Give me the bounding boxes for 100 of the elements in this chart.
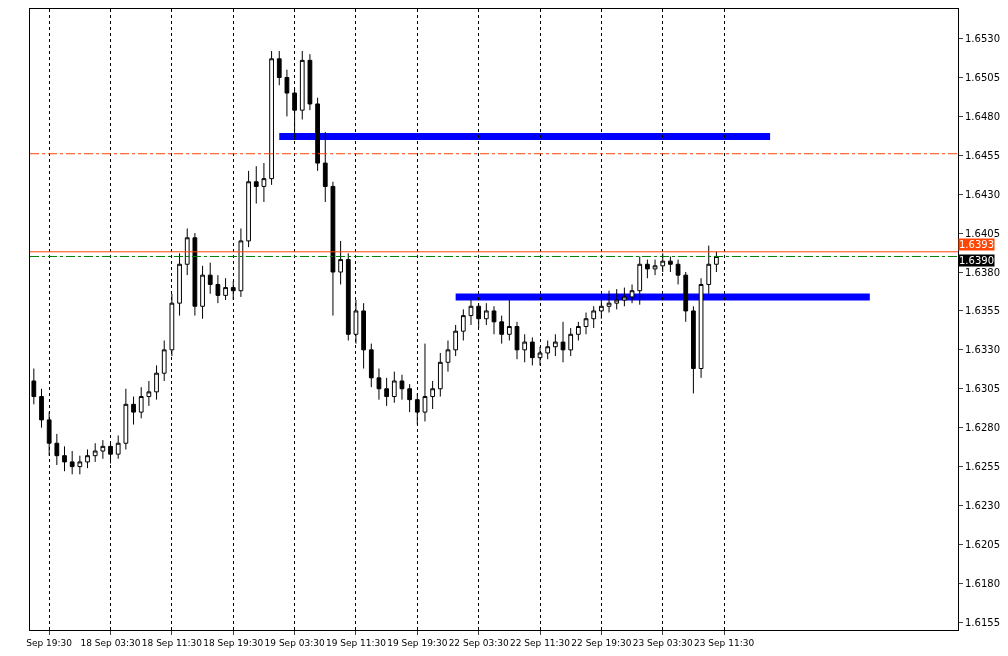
candlestick <box>529 336 535 366</box>
candlestick <box>276 50 282 86</box>
candlestick <box>407 383 413 413</box>
y-tick-label: 1.6180 <box>965 577 1000 589</box>
candlestick <box>629 283 635 304</box>
candlestick <box>506 299 512 342</box>
candlestick <box>583 312 589 335</box>
x-tick-label: 19 Sep 19:30 <box>387 637 448 648</box>
candlestick <box>253 165 259 205</box>
candlestick <box>184 227 190 276</box>
x-tick-label: 23 Sep 11:30 <box>694 637 755 648</box>
y-tick-label: 1.6355 <box>965 305 1000 317</box>
x-tick-label: 18 Sep 03:30 <box>80 637 141 648</box>
candlestick <box>591 305 597 329</box>
y-tick-label: 1.6430 <box>965 188 1000 200</box>
candlestick <box>123 388 129 450</box>
candlestick <box>645 259 650 279</box>
candlestick <box>315 97 320 172</box>
candlestick <box>115 434 121 460</box>
candlestick <box>161 340 167 382</box>
candlestick <box>238 227 244 298</box>
candlestick <box>200 265 205 320</box>
y-tick-label: 1.6480 <box>965 110 1000 122</box>
candlestick <box>338 240 343 285</box>
candlestick <box>177 252 182 317</box>
candlestick <box>652 259 658 276</box>
candlestick <box>606 290 612 313</box>
candlestick <box>138 386 144 419</box>
x-tick-label: 22 Sep 11:30 <box>509 637 571 648</box>
candlestick <box>483 302 489 326</box>
x-tick-label: 22 Sep 19:30 <box>571 637 632 648</box>
candlestick <box>376 368 382 401</box>
candlestick <box>468 299 474 326</box>
candlestick <box>307 53 313 111</box>
candlestick <box>545 340 551 360</box>
candlestick <box>62 445 67 472</box>
candlestick <box>330 181 336 317</box>
candlestick <box>322 131 328 203</box>
candlestick <box>399 374 405 401</box>
candlestick <box>69 450 75 475</box>
candlestick <box>706 245 712 295</box>
x-tick-label: 19 Sep 11:30 <box>325 637 387 648</box>
candlestick <box>668 255 673 273</box>
candlestick <box>85 448 90 469</box>
candlestick <box>675 259 681 285</box>
candlestick <box>714 251 719 273</box>
x-tick-label: 18 Sep 19:30 <box>203 637 264 648</box>
candlestick <box>460 308 466 342</box>
candlestick <box>92 442 98 463</box>
y-tick-label: 1.6505 <box>965 71 1000 83</box>
candlestick <box>146 380 152 407</box>
candlestick <box>39 388 44 429</box>
candlestick <box>491 305 497 335</box>
candlestick <box>499 315 505 345</box>
candlestick <box>637 255 643 306</box>
x-tick-label: 23 Sep 03:30 <box>632 637 694 648</box>
candlestick <box>261 162 267 203</box>
candlestick <box>299 50 305 120</box>
candlestick <box>552 333 558 357</box>
candlestick <box>445 340 451 373</box>
y-tick-label: 1.6205 <box>965 538 1000 550</box>
ref-line-label: 1.6393 <box>959 239 994 250</box>
candlestick <box>131 396 136 426</box>
candlestick <box>192 232 198 317</box>
x-tick-label: 18 Sep 11:30 <box>141 637 203 648</box>
x-tick-label: 19 Sep 03:30 <box>264 637 325 648</box>
candlestick <box>368 343 374 388</box>
candlestick <box>522 333 528 363</box>
candlestick <box>284 69 290 117</box>
y-tick-label: 1.6280 <box>965 422 1000 434</box>
y-tick-label: 1.6530 <box>965 33 1000 45</box>
candlestick <box>361 302 366 370</box>
candlestick <box>453 324 459 357</box>
candlestick <box>345 252 351 342</box>
candlestick <box>568 327 574 357</box>
candlestick <box>514 321 520 360</box>
ref-line-label: 1.6390 <box>959 255 994 266</box>
candlestick <box>77 455 83 475</box>
y-tick-label: 1.6380 <box>965 266 1000 278</box>
candlestick <box>100 439 106 460</box>
candlestick <box>207 262 213 295</box>
candlestick <box>246 170 251 248</box>
y-tick-label: 1.6255 <box>965 461 1000 473</box>
y-tick-label: 1.6405 <box>965 227 1000 239</box>
candlestick <box>683 271 689 323</box>
candlestick <box>215 274 221 304</box>
candlestick <box>622 287 627 307</box>
candlestick <box>614 288 620 310</box>
candlestick <box>437 352 443 398</box>
candlestick <box>560 321 566 363</box>
candlestick <box>384 377 390 407</box>
y-tick-label: 1.6230 <box>965 499 1000 511</box>
candlestick <box>391 371 397 404</box>
candlestick <box>422 343 428 422</box>
candlestick <box>269 50 274 186</box>
candlestick <box>54 433 60 466</box>
y-tick-label: 1.6305 <box>965 383 1000 395</box>
candlestick <box>691 305 696 394</box>
candlestick <box>698 277 704 379</box>
candlestick <box>154 364 159 401</box>
